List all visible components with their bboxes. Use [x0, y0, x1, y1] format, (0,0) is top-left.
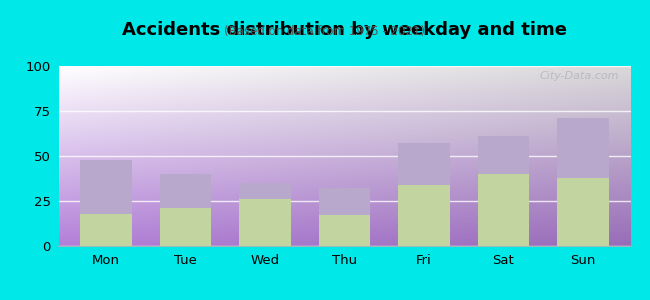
Title: Accidents distribution by weekday and time: Accidents distribution by weekday and ti…	[122, 21, 567, 39]
Bar	[160, 208, 211, 246]
Bar	[398, 143, 450, 185]
Text: City-Data.com: City-Data.com	[540, 71, 619, 81]
Bar	[478, 174, 529, 246]
Bar	[239, 199, 291, 246]
Bar	[318, 188, 370, 215]
Legend: AM, PM: AM, PM	[286, 298, 403, 300]
Text: (Based on data from 1975 - 2021): (Based on data from 1975 - 2021)	[224, 25, 426, 38]
Bar	[557, 178, 608, 246]
Bar	[239, 183, 291, 199]
Bar	[81, 214, 132, 246]
Bar	[398, 185, 450, 246]
Bar	[160, 174, 211, 208]
Bar	[478, 136, 529, 174]
Bar	[557, 118, 608, 178]
Bar	[318, 215, 370, 246]
Bar	[81, 160, 132, 214]
